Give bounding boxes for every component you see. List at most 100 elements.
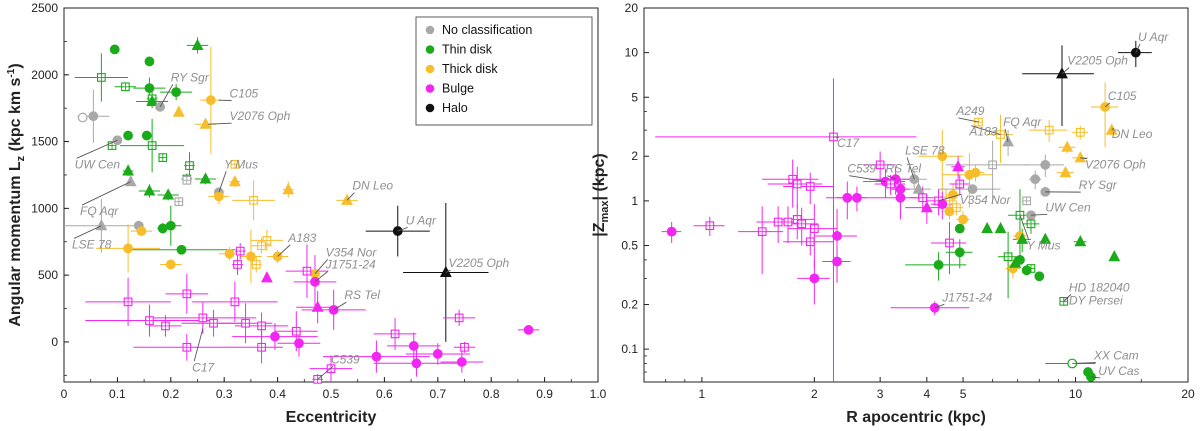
annotation-label: A183: [968, 125, 997, 139]
annotation-leader: [314, 271, 328, 283]
data-point: [981, 221, 994, 234]
annotation-leader: [1061, 67, 1070, 75]
right-chart-apocentre-vs-zmax: 1 2 3 4 5 10 20 0.1 0.2 0.5 1 2 5 10 20 R apocentric (k…: [591, 1, 1195, 426]
x-tick-label: 0.1: [109, 387, 126, 401]
annotation-label: UW Cen: [75, 157, 121, 171]
data-point: [124, 174, 137, 187]
annotation-leader: [938, 193, 962, 202]
data-point: [1108, 250, 1121, 262]
annotation-label: C17: [837, 136, 860, 150]
legend-marker: [425, 84, 435, 93]
y-axis-label-main: |Z: [591, 222, 608, 236]
legend: No classification Thin disk Thick disk Bulg…: [415, 16, 593, 126]
annotation-leader: [73, 225, 102, 239]
data-point: [832, 231, 842, 241]
data-point: [1039, 232, 1052, 244]
data-point: [282, 182, 295, 195]
data-point: [311, 300, 324, 312]
data-point: [895, 192, 906, 203]
x-tick-label: 0.5: [323, 387, 340, 401]
annotation-leader: [208, 122, 232, 125]
left-chart-eccentricity-vs-angular-momentum: 0 0.1 0.2 0.3 0.4 0.5 0.6 0.7 0.8 0.9 1.0 0 500 1000 1…: [6, 1, 607, 426]
data-point: [912, 182, 925, 194]
y-tick-label: 0: [51, 335, 58, 349]
data-point: [245, 251, 256, 262]
data-point: [228, 174, 241, 187]
plot-frame: [643, 7, 1189, 383]
annotation-label: C539: [847, 162, 876, 176]
data-point: [371, 351, 382, 362]
annotation-leader: [934, 303, 945, 309]
data-point: [172, 105, 185, 117]
annotation-label: UW Cen: [1045, 200, 1091, 214]
data-point: [224, 248, 235, 259]
legend-label: No classification: [442, 23, 532, 37]
annotation-label: C105: [230, 86, 259, 100]
data-point: [954, 223, 965, 234]
data-point: [341, 193, 353, 205]
data-point: [141, 130, 152, 141]
data-point: [832, 256, 842, 267]
y-axis-label-sub: z: [15, 155, 27, 161]
annotation-label: A183: [287, 231, 316, 245]
annotation-leader: [317, 365, 334, 380]
legend-box: [415, 16, 593, 126]
data-point: [456, 357, 467, 367]
legend-marker: [425, 25, 435, 35]
data-point: [122, 164, 134, 176]
data-point: [523, 325, 534, 335]
data-point: [666, 226, 677, 237]
data-point: [408, 341, 419, 351]
data-point: [199, 172, 212, 184]
annotation-label: RY Sgr: [1079, 178, 1118, 192]
y-tick-label: 20: [625, 1, 639, 15]
data-point: [1040, 159, 1051, 170]
annotation-leader: [1104, 102, 1111, 108]
data-point: [123, 130, 133, 141]
legend-marker: [425, 103, 435, 113]
annotation-label: J1751-24: [941, 290, 992, 304]
y-tick-label: 500: [38, 268, 58, 282]
annotation-leader: [1080, 157, 1088, 160]
data-point: [1059, 165, 1072, 178]
data-point: [958, 214, 968, 225]
y-tick-label: 2000: [31, 68, 58, 82]
data-point: [952, 160, 965, 172]
annotation-label: LSE 78: [72, 237, 112, 251]
annotation-label: V354 Nor: [960, 193, 1012, 207]
annotation-leader: [1072, 362, 1096, 364]
annotation-label: U Aqr: [406, 213, 437, 227]
annotation-label: V354 Nor: [326, 245, 378, 259]
annotation-leader: [346, 192, 355, 201]
annotation-label: RY Sgr: [171, 70, 210, 84]
y-tick-label: 1: [631, 194, 638, 208]
x-tick-label: 20: [1181, 387, 1195, 401]
data-point: [1034, 271, 1045, 282]
annotation-label: RS Tel: [344, 288, 380, 302]
data-point: [157, 223, 168, 234]
annotation-leader: [1111, 127, 1115, 131]
data-point: [162, 188, 175, 200]
annotation-leader: [1004, 128, 1009, 142]
data-point: [146, 94, 159, 107]
data-point: [165, 259, 176, 270]
data-point: [937, 151, 948, 162]
annotation-label: HD 182040: [1069, 280, 1130, 294]
y-tick-label: 1500: [31, 135, 58, 149]
annotation-leader: [1090, 376, 1101, 379]
data-point: [1016, 232, 1029, 244]
data-point: [270, 331, 280, 342]
x-tick-label: 0.8: [483, 387, 500, 401]
annotation-label: J1751-24: [325, 257, 376, 271]
annotation-label: FQ Aqr: [80, 204, 119, 218]
data-point: [88, 111, 99, 122]
data-point: [895, 184, 906, 195]
annotation-leader: [159, 84, 174, 108]
legend-label: Bulge: [442, 82, 474, 96]
annotation-leader: [958, 117, 979, 123]
x-tick-label: 0.3: [216, 387, 233, 401]
x-tick-label: 0.6: [376, 387, 393, 401]
annotation-leader: [906, 157, 915, 180]
annotation-label: V2076 Oph: [230, 109, 291, 123]
